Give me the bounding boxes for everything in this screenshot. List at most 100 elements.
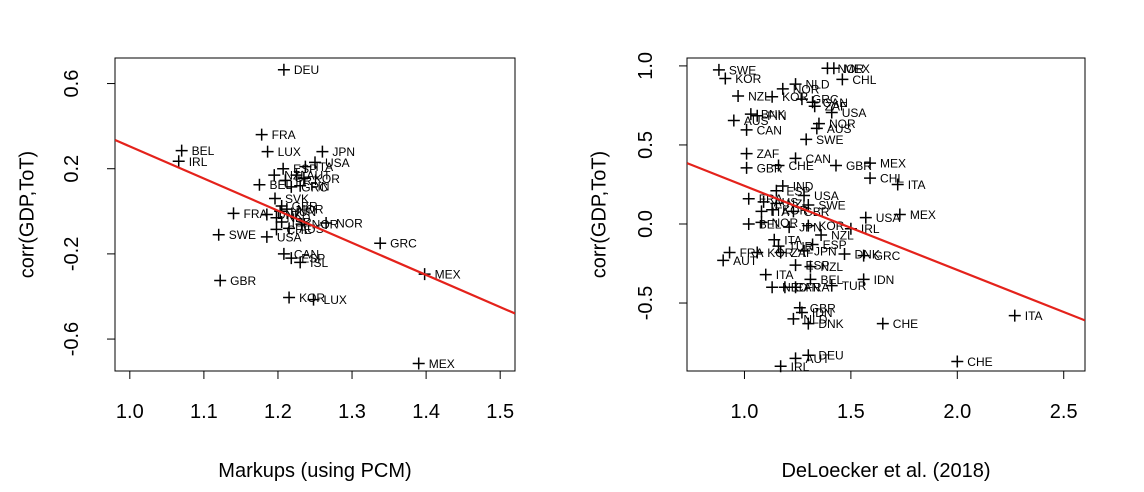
point-label: ZAF	[825, 100, 848, 114]
data-point	[891, 178, 904, 191]
point-label: MEX	[429, 357, 455, 371]
point-label: ITA	[771, 205, 789, 219]
point-label: GBR	[846, 159, 872, 173]
data-point	[283, 222, 296, 235]
data-point	[732, 89, 745, 102]
point-label: KOR	[782, 203, 808, 217]
data-point	[277, 162, 290, 175]
data-point	[740, 147, 753, 160]
data-point	[808, 100, 821, 113]
point-label: NLD	[806, 78, 830, 92]
data-point	[825, 279, 838, 292]
data-point	[744, 108, 757, 121]
data-point	[766, 281, 779, 294]
data-point	[802, 317, 815, 330]
point-label: IRL	[791, 360, 810, 374]
y-tick-label: 0.6	[61, 70, 83, 98]
y-tick-label: 0.0	[635, 210, 657, 238]
data-point	[766, 90, 779, 103]
point-label: ISL	[310, 256, 328, 270]
y-axis-label: corr(GDP,ToT)	[16, 151, 38, 278]
point-label: ESP	[806, 259, 830, 273]
data-point	[806, 238, 819, 251]
point-label: ITA	[784, 233, 802, 247]
regression-line	[687, 162, 1085, 322]
point-label: GRC	[301, 180, 328, 194]
data-point	[412, 357, 425, 370]
data-point	[951, 355, 964, 368]
data-point	[320, 217, 333, 230]
regression-line	[115, 138, 515, 315]
point-label: MEX	[435, 268, 461, 282]
point-label: ITA	[908, 178, 926, 192]
point-label: NZL	[786, 197, 809, 211]
point-label: SWE	[816, 133, 843, 147]
point-label: ZAF	[791, 246, 814, 260]
point-label: BEL	[192, 144, 215, 158]
point-label: ITA	[776, 268, 794, 282]
point-label: NOR	[336, 217, 363, 231]
point-label: FIN	[310, 179, 329, 193]
panel-2: 1.0 1.5 2.0 2.5 -0.5 0.0 0.5 1.0 DeLoecker et al…	[588, 52, 1086, 482]
x-tick-label: 1.5	[837, 401, 865, 423]
point-label: IND	[793, 180, 814, 194]
data-point	[309, 156, 321, 169]
point-label: GBR	[230, 274, 256, 288]
point-label: NOR	[793, 82, 820, 96]
data-point	[766, 203, 779, 216]
point-label: TUR	[842, 279, 867, 293]
data-point	[717, 254, 730, 267]
data-point	[275, 215, 288, 228]
point-label: CAN	[823, 96, 848, 110]
data-point	[772, 159, 785, 172]
data-point	[294, 256, 307, 269]
data-point	[772, 240, 785, 253]
data-point	[268, 169, 281, 182]
data-point	[789, 352, 802, 365]
point-label: HUN	[290, 205, 316, 219]
point-label: FRA	[272, 128, 296, 142]
point-label: USA	[325, 156, 350, 170]
data-point	[838, 248, 851, 261]
point-label: CHE	[286, 223, 311, 237]
data-point	[789, 152, 802, 165]
data-point	[815, 229, 828, 242]
data-point	[810, 122, 823, 135]
data-point	[827, 62, 840, 75]
data-point	[774, 246, 787, 259]
data-point	[787, 205, 800, 218]
point-label: NZL	[831, 229, 854, 243]
data-point	[755, 205, 768, 218]
data-point	[864, 157, 877, 170]
point-label: GBR	[810, 301, 836, 315]
point-label: GBR	[292, 199, 318, 213]
data-point	[770, 184, 783, 197]
data-point	[783, 221, 796, 234]
data-point	[776, 82, 789, 95]
x-tick-label: 2.0	[943, 401, 971, 423]
y-tick-label: 0.2	[61, 155, 83, 183]
data-point	[787, 312, 800, 325]
x-tick-label: 2.5	[1050, 401, 1078, 423]
data-point	[802, 219, 815, 232]
data-point	[261, 145, 274, 158]
data-point	[804, 273, 817, 286]
data-point	[172, 155, 185, 168]
data-point	[316, 145, 329, 158]
point-label: MEX	[880, 157, 906, 171]
point-label: LUX	[278, 145, 301, 159]
point-label: SWE	[729, 63, 756, 77]
data-point	[759, 268, 772, 281]
data-point	[279, 174, 292, 187]
data-point	[829, 159, 842, 172]
data-point	[836, 73, 849, 86]
data-point	[768, 233, 781, 246]
point-label: KOR	[735, 72, 761, 86]
point-label: CAN	[757, 123, 782, 137]
point-label: FRA	[244, 207, 268, 221]
data-point	[795, 306, 808, 319]
point-label: IDN	[874, 273, 895, 287]
point-label: JPN	[799, 221, 822, 235]
point-label: NOR	[837, 62, 864, 76]
